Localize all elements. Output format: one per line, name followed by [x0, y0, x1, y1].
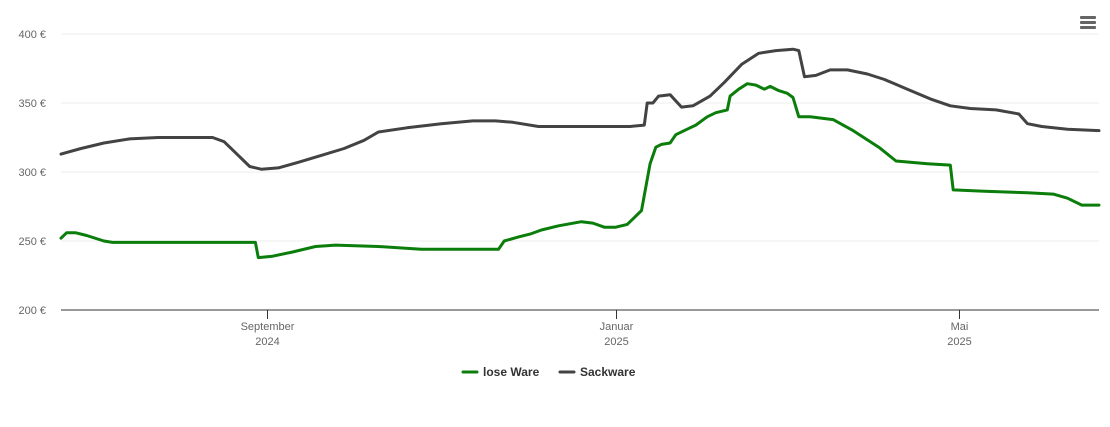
legend: lose Ware Sackware [461, 365, 636, 379]
series-lines [59, 47, 1101, 260]
x-axis: September 2024 Januar 2025 Mai 2025 [61, 309, 1099, 348]
x-tick-label-year-1: 2025 [604, 336, 628, 348]
x-tick-label-year-2: 2025 [947, 336, 971, 348]
y-tick-label-350: 350 € [18, 98, 46, 110]
series-line-1 [59, 47, 1101, 171]
chart-menu-button[interactable] [1074, 9, 1102, 35]
x-tick-label-year-0: 2024 [255, 336, 279, 348]
x-tick-label-month-2: Mai [951, 321, 969, 333]
y-tick-label-200: 200 € [18, 305, 46, 317]
x-tick-label-month-1: Januar [600, 321, 634, 333]
y-axis-labels: 200 € 250 € 300 € 350 € 400 € [18, 29, 46, 317]
legend-label-0: lose Ware [483, 365, 540, 379]
y-tick-label-400: 400 € [18, 29, 46, 41]
y-tick-label-250: 250 € [18, 236, 46, 248]
y-tick-label-300: 300 € [18, 167, 46, 179]
x-tick-label-month-0: September [241, 321, 295, 333]
series-line-0 [59, 82, 1101, 260]
legend-label-1: Sackware [580, 365, 636, 379]
grid-lines [61, 33, 1099, 242]
